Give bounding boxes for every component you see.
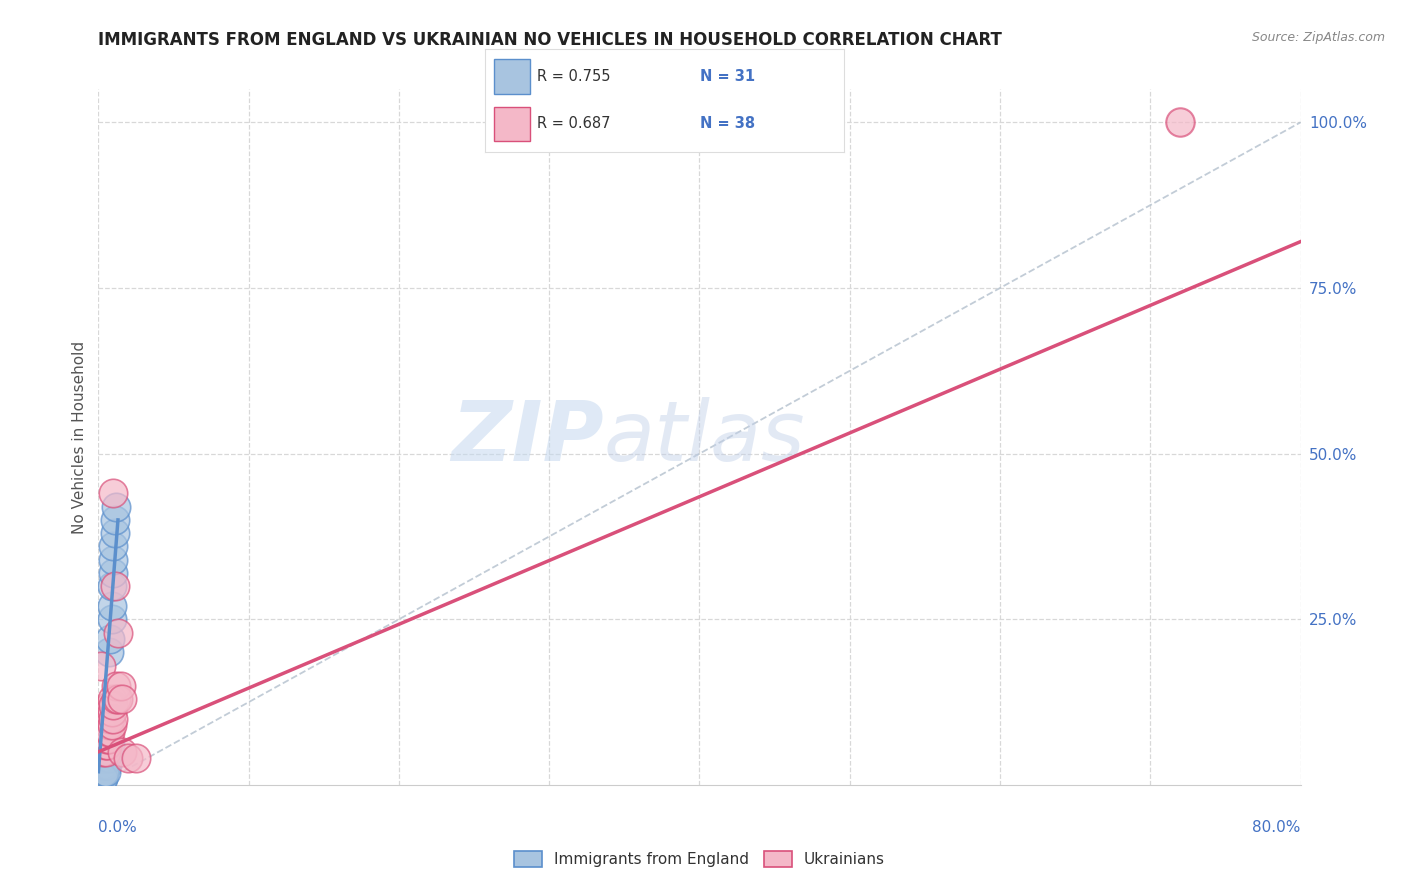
Point xyxy=(96,745,118,759)
Point xyxy=(103,540,125,554)
Y-axis label: No Vehicles in Household: No Vehicles in Household xyxy=(72,341,87,533)
Text: N = 38: N = 38 xyxy=(700,117,755,131)
Text: 0.0%: 0.0% xyxy=(98,820,138,835)
Point xyxy=(93,725,115,739)
Point xyxy=(94,751,117,765)
Point xyxy=(97,705,120,719)
Point xyxy=(105,679,128,693)
Text: N = 31: N = 31 xyxy=(700,70,755,84)
Point xyxy=(117,751,139,765)
Point xyxy=(93,745,115,759)
Point xyxy=(93,731,115,746)
Point xyxy=(96,725,118,739)
Point xyxy=(96,738,118,752)
Text: R = 0.687: R = 0.687 xyxy=(537,117,610,131)
Point xyxy=(93,764,115,779)
Point xyxy=(111,691,134,706)
Point xyxy=(97,725,120,739)
Point xyxy=(103,698,125,713)
Point xyxy=(100,632,122,647)
Point xyxy=(100,698,122,713)
Point xyxy=(110,679,132,693)
Point xyxy=(100,738,122,752)
Point xyxy=(97,645,120,659)
Point xyxy=(101,705,124,719)
Text: R = 0.755: R = 0.755 xyxy=(537,70,610,84)
Point xyxy=(90,658,112,673)
Point xyxy=(94,745,117,759)
Point xyxy=(91,751,114,765)
Point xyxy=(91,745,114,759)
Point xyxy=(91,758,114,772)
Text: Source: ZipAtlas.com: Source: ZipAtlas.com xyxy=(1251,31,1385,45)
Point xyxy=(94,738,117,752)
FancyBboxPatch shape xyxy=(494,106,530,141)
Point xyxy=(104,526,127,541)
Point xyxy=(96,758,118,772)
Point xyxy=(96,731,118,746)
Text: atlas: atlas xyxy=(603,397,806,477)
Text: ZIP: ZIP xyxy=(451,397,603,477)
Point xyxy=(125,751,148,765)
Point xyxy=(104,579,127,593)
Point xyxy=(100,725,122,739)
Point xyxy=(94,764,117,779)
Point xyxy=(93,764,115,779)
Point xyxy=(97,751,120,765)
Point xyxy=(91,738,114,752)
FancyBboxPatch shape xyxy=(494,59,530,95)
Point xyxy=(105,691,128,706)
Text: IMMIGRANTS FROM ENGLAND VS UKRAINIAN NO VEHICLES IN HOUSEHOLD CORRELATION CHART: IMMIGRANTS FROM ENGLAND VS UKRAINIAN NO … xyxy=(98,31,1002,49)
Point xyxy=(91,772,114,786)
Point xyxy=(101,612,124,626)
Point xyxy=(104,513,127,527)
Point xyxy=(97,745,120,759)
Point xyxy=(90,764,112,779)
Point xyxy=(97,731,120,746)
Point xyxy=(91,772,114,786)
Point xyxy=(103,566,125,580)
Point xyxy=(111,745,134,759)
Point xyxy=(105,500,128,514)
Point xyxy=(94,731,117,746)
Point xyxy=(94,731,117,746)
Point xyxy=(101,579,124,593)
Point xyxy=(101,718,124,732)
Point xyxy=(93,718,115,732)
Point xyxy=(96,738,118,752)
Point xyxy=(103,712,125,726)
Legend: Immigrants from England, Ukrainians: Immigrants from England, Ukrainians xyxy=(508,845,891,873)
Point xyxy=(97,718,120,732)
Point xyxy=(96,712,118,726)
Point xyxy=(107,625,129,640)
Point xyxy=(94,738,117,752)
Point xyxy=(94,758,117,772)
Point xyxy=(100,712,122,726)
Point xyxy=(94,725,117,739)
Point xyxy=(93,758,115,772)
Point xyxy=(103,486,125,500)
Point xyxy=(1170,115,1192,129)
Point xyxy=(101,691,124,706)
Point xyxy=(101,599,124,613)
Point xyxy=(103,552,125,566)
Point xyxy=(107,691,129,706)
Text: 80.0%: 80.0% xyxy=(1253,820,1301,835)
